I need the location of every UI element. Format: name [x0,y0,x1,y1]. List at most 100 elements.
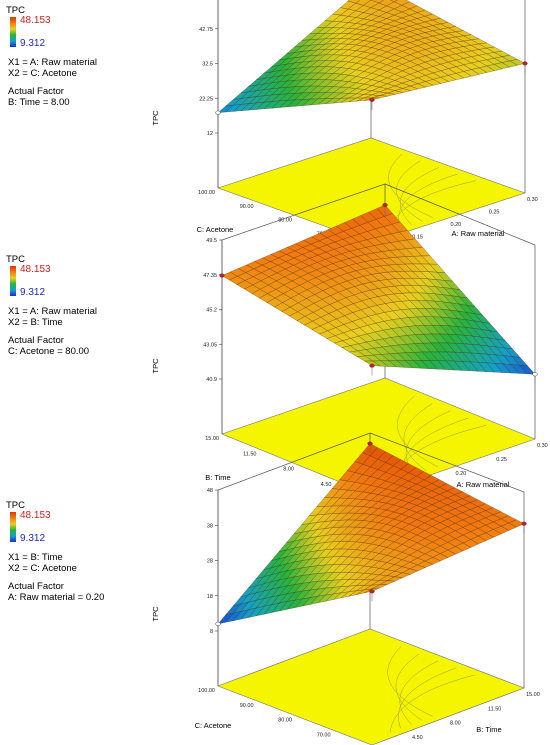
legend-x2: X2 = C: Acetone [8,563,77,574]
contour-line [389,674,475,733]
z-tick-label: 8 [210,629,213,635]
z-tick-label: 22.25 [199,96,213,102]
response-surface [217,0,526,113]
surface-plot-1: 5342.7532.522.2512TPC0.100.150.200.250.3… [151,0,538,253]
contour-line [396,160,423,222]
z-tick-label: 47.35 [203,273,217,279]
y-tick-label: 100.00 [198,190,215,196]
legend-3: TPC 48.153 9.312 X1 = B: Time X2 = C: Ac… [6,500,104,603]
z-tick-label: 42.75 [199,27,213,33]
z-tick-label: 38 [207,523,213,529]
y-tick-label: 4.50 [321,482,332,488]
x-tick-label: 0.30 [527,197,538,203]
legend-factor: B: Time = 8.00 [8,97,70,108]
legend-factor-title: Actual Factor [8,86,64,97]
color-scale-bar [10,266,16,296]
response-surface [217,443,525,625]
x-tick-label: 0.20 [456,471,467,477]
x-tick-label: 0.25 [489,210,500,216]
z-axis-title: TPC [151,358,160,374]
legend-title: TPC [6,500,25,511]
legend-x2: X2 = B: Time [8,317,63,328]
z-axis-title: TPC [151,110,160,126]
design-point [369,363,375,368]
contour-line [403,403,433,471]
design-point [219,273,225,278]
z-tick-label: 12 [207,131,213,137]
legend-2: TPC 48.153 9.312 X1 = A: Raw material X2… [6,254,97,357]
y-tick-label: 15.00 [205,436,219,442]
contour-line [400,167,439,225]
contour-line [387,646,433,717]
contour-line [397,395,439,468]
x-tick-label: 0.15 [412,235,423,241]
design-point [367,441,373,446]
y-axis-title: B: Time [205,473,230,482]
legend-x2: X2 = C: Acetone [8,68,77,79]
legend-max: 48.153 [20,264,51,275]
legend-factor-title: Actual Factor [8,335,64,346]
x-tick-label: 11.50 [488,706,501,712]
legend-factor-title: Actual Factor [8,581,64,592]
design-point [215,110,221,115]
legend-title: TPC [6,5,25,16]
z-axis-title: TPC [151,606,160,622]
legend-x1: X1 = A: Raw material [8,57,97,68]
x-tick-label: 4.50 [412,735,423,741]
y-axis-title: C: Acetone [195,721,232,730]
chart-panel-2: TPC 48.153 9.312 X1 = A: Raw material X2… [0,183,550,505]
legend-max: 48.153 [20,510,51,521]
z-tick-label: 45.2 [206,308,217,314]
legend-factor: A: Raw material = 0.20 [8,592,105,603]
z-tick-label: 18 [207,594,213,600]
design-point [522,61,528,66]
color-scale-bar [10,17,16,47]
y-tick-label: 80.00 [278,718,292,724]
y-tick-label: 80.00 [278,218,292,224]
y-tick-label: 90.00 [240,204,254,210]
contour-line [399,660,439,725]
z-tick-label: 40.9 [206,377,217,383]
y-tick-label: 90.00 [240,703,254,709]
surface-cell [389,0,398,2]
legend-title: TPC [6,254,25,265]
design-point [521,521,527,526]
surface-cell [364,360,381,367]
x-tick-label: 8.00 [450,721,461,727]
y-tick-label: 100.00 [198,688,215,694]
legend-x1: X1 = B: Time [8,552,63,563]
side-wall-edge [524,0,526,193]
z-tick-label: 28 [207,559,213,565]
response-surface [221,204,536,375]
y-axis-title: C: Acetone [197,225,234,234]
y-tick-label: 11.50 [243,451,256,457]
legend-min: 9.312 [20,533,46,544]
legend-1: TPC 48.153 9.312 X1 = A: Raw material X2… [6,5,97,108]
z-tick-label: 49.5 [206,238,217,244]
x-tick-label: 0.25 [496,457,507,463]
legend-min: 9.312 [20,38,46,49]
surface-plot-2: 49.547.3545.243.0540.9TPC0.100.150.200.2… [151,183,548,505]
legend-min: 9.312 [20,287,46,298]
color-scale-bar [10,512,16,542]
x-tick-label: 15.00 [526,692,540,698]
side-wall-edge [369,432,525,688]
design-point [382,202,388,208]
z-tick-label: 32.5 [202,62,213,68]
design-point [369,589,375,594]
contour-line [395,653,423,721]
x-tick-label: 0.30 [537,443,548,449]
chart-panel-1: TPC 48.153 9.312 X1 = A: Raw material X2… [0,0,550,253]
design-point [215,621,221,626]
y-tick-label: 8.00 [283,467,294,473]
z-tick-label: 43.05 [203,342,217,348]
legend-factor: C: Acetone = 80.00 [8,346,90,357]
contour-line [398,667,457,729]
x-axis-title: A: Raw material [452,229,505,238]
y-tick-label: 70.00 [317,732,331,738]
legend-x1: X1 = A: Raw material [8,306,97,317]
design-point [369,97,375,102]
design-point [532,372,538,377]
contour-line [388,154,434,219]
